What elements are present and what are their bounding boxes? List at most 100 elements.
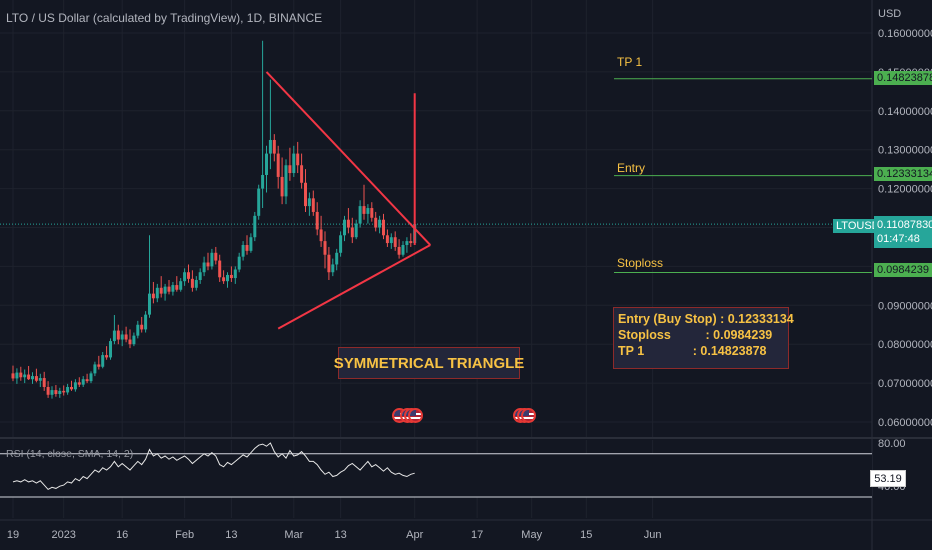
candle-body [73,382,77,390]
candle-body [362,206,366,214]
candle-body [187,272,190,279]
candle-body [245,245,249,251]
candle-body [93,364,97,374]
candle-body [136,324,140,336]
x-tick-label: 19 [7,529,19,541]
candle-body [218,260,222,278]
candle-body [229,274,233,279]
candle-body [358,206,362,224]
candle-body [66,386,70,393]
candle-body [31,376,34,380]
entry-label: Entry [617,161,646,175]
candle-body [296,153,300,166]
y-tick-label: 0.09000000 [878,300,932,312]
candle-body [405,241,409,246]
us-flag-icon[interactable] [521,408,536,423]
stoploss-price-tag: 0.0984239 [874,263,932,277]
candle-body [171,285,175,292]
candle-body [319,229,323,242]
candle-body [109,341,112,358]
candle-body [214,252,218,261]
candle-body [272,139,276,154]
candle-body [393,237,397,247]
candle-body [382,219,385,236]
rsi-title: RSI (14, close, SMA, 14, 2) [6,448,134,460]
candle-body [409,241,413,244]
candle-body [97,364,101,367]
triangle-upper-trendline [265,71,432,246]
candle-body [175,285,179,290]
candle-body [46,386,50,395]
candle-body [27,374,31,380]
candle-body [346,219,350,228]
candle-body [148,293,151,315]
tp1-label: TP 1 [617,55,643,69]
x-tick-label: 13 [225,529,237,541]
rsi-current-tag: 53.19 [870,470,906,487]
us-flag-icon[interactable] [407,408,423,423]
y-tick-label: 0.14000000 [878,106,932,118]
candle-body [237,256,241,270]
x-tick-label: Apr [406,529,423,541]
x-tick-label: Mar [284,529,303,541]
candle-body [81,379,85,385]
y-tick-label: 0.16000000 [878,28,932,40]
candle-body [42,378,46,387]
candle-body [300,165,304,183]
candle-body [58,390,62,394]
candle-body [226,274,229,282]
x-tick-label: Jun [644,529,662,541]
candle-body [11,373,15,379]
x-tick-label: 15 [580,529,592,541]
candle-body [304,182,307,207]
candle-body [331,264,335,273]
triangle-lower-trendline [277,244,431,330]
candle-body [241,245,245,257]
candle-body [159,287,163,294]
candle-body [339,235,343,253]
candle-body [15,372,19,379]
candle-body [77,382,81,385]
candle-body [343,219,346,236]
candle-body [370,208,374,218]
candle-body [397,246,401,255]
trade-info-box: Entry (Buy Stop) : 0.12333134 Stoploss : … [613,307,794,369]
candle-body [385,235,389,244]
candle-body [128,339,132,345]
rsi-line [12,442,415,491]
candle-body [311,198,315,212]
x-tick-label: 13 [334,529,346,541]
candle-body [116,330,120,340]
candle-body [249,237,253,251]
candle-body [268,139,272,154]
candle-body [120,334,124,340]
candle-body [190,278,194,288]
x-tick-label: Feb [175,529,194,541]
symbol-tag: LTOUSD [833,219,883,233]
tp1-price-tag: 0.14823878 [874,71,932,85]
candle-body [112,330,116,342]
candle-body [389,237,393,244]
candle-body [34,376,38,381]
candle-body [401,245,405,255]
current-price-value: 0.11087830 [877,219,932,231]
candle-body [284,165,288,197]
x-tick-label: 2023 [51,529,75,541]
candle-body [19,372,23,378]
info-line-entry: Entry (Buy Stop) : 0.12333134 [618,312,794,326]
candle-body [315,211,319,230]
candle-body [183,272,187,282]
stoploss-label: Stoploss [617,256,664,270]
candle-body [202,262,206,273]
candle-body [198,272,202,281]
candle-body [366,208,370,214]
candle-body [206,262,210,267]
entry-price-tag: 0.12333134 [874,167,932,181]
pattern-banner: SYMMETRICAL TRIANGLE [334,347,524,379]
candle-body [140,324,144,330]
candle-body [292,153,296,174]
candle-body [276,153,280,177]
candle-body [101,355,105,367]
info-line-tp1: TP 1 : 0.14823878 [618,344,767,358]
